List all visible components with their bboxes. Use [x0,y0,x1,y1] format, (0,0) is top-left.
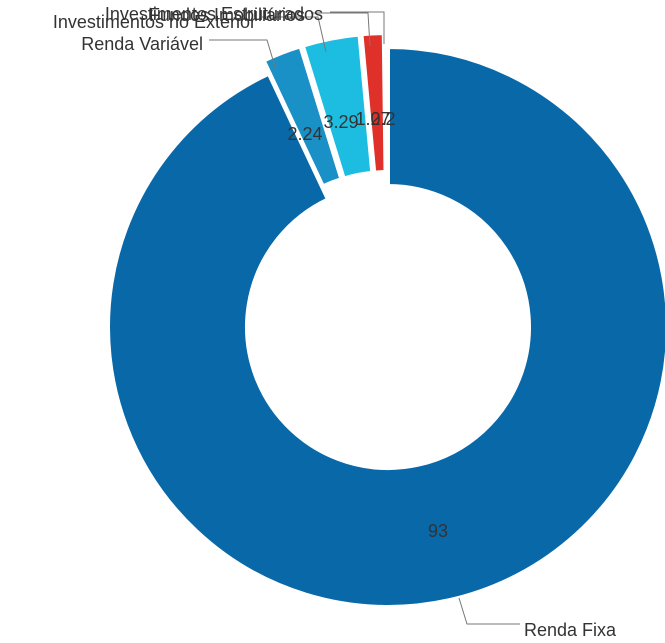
value-label-fundos-imobiliarios: 1.27 [355,109,390,129]
label-renda-fixa: Renda Fixa [524,620,617,640]
leader-line-fundos-imobiliarios [311,12,371,47]
leader-lines [209,11,520,625]
label-fundos-imobiliarios: Fundos Imobiliários [149,5,305,25]
slice-investimentos-no-exterior[interactable] [300,32,375,181]
value-labels: 93 2.243.291.270.2 [287,109,448,541]
slice-investimentos-estruturados[interactable] [382,31,390,175]
value-label-investimentos-no-exterior: 3.29 [323,112,358,132]
leader-line-renda-fixa [458,597,520,625]
leader-line-renda-variavel [209,39,277,71]
slice-renda-fixa[interactable] [106,45,665,609]
leader-line-investimentos-estruturados [330,11,385,44]
value-label-renda-fixa: 93 [428,521,448,541]
label-investimentos-no-exterior: Investimentos no Exterior [53,12,256,32]
value-label-renda-variavel: 2.24 [287,124,322,144]
leader-line-investimentos-no-exterior [262,16,327,53]
slice-renda-variavel[interactable] [261,44,344,189]
label-renda-variavel: Renda Variável [81,34,203,54]
donut-slices [106,31,665,609]
value-label-investimentos-estruturados: 0.2 [370,109,395,129]
label-investimentos-estruturados: Investimentos Estruturados [105,4,323,24]
